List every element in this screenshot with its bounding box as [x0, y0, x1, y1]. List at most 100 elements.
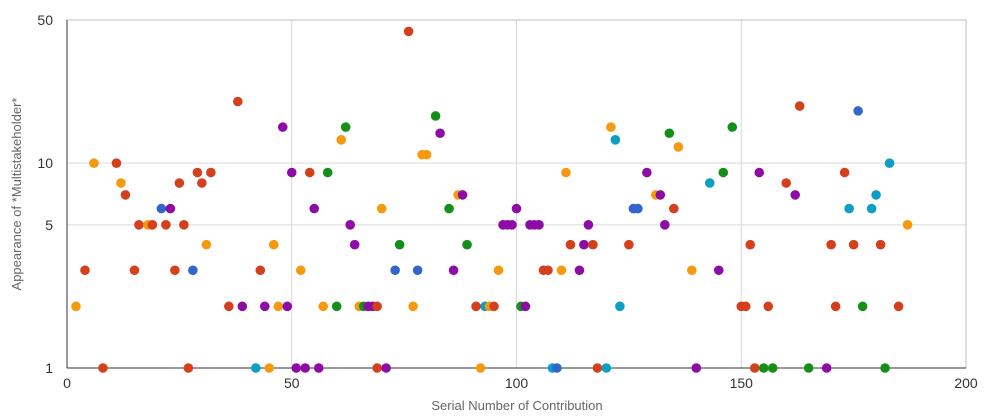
data-point — [718, 167, 729, 178]
data-point — [857, 301, 868, 312]
x-tick-label: 150 — [730, 375, 754, 391]
data-point — [412, 265, 423, 276]
data-point — [844, 203, 854, 214]
data-point — [331, 301, 342, 312]
data-point — [372, 301, 382, 312]
data-point — [147, 220, 158, 230]
data-point — [206, 167, 216, 178]
data-point — [615, 301, 625, 312]
data-point — [610, 135, 621, 145]
x-axis-ticks: 0 50 100 150 200 — [63, 375, 978, 391]
y-tick-label: 1 — [45, 360, 53, 376]
data-point — [390, 265, 400, 276]
data-point — [111, 158, 122, 168]
data-point — [511, 203, 522, 214]
data-point — [624, 239, 634, 250]
data-point — [340, 122, 351, 132]
data-point — [588, 239, 598, 250]
data-points — [71, 26, 913, 373]
data-point — [633, 203, 643, 214]
data-point — [826, 239, 836, 250]
data-point — [120, 190, 131, 200]
data-point — [552, 363, 562, 373]
data-point — [430, 111, 441, 121]
data-point — [129, 265, 140, 276]
data-point — [300, 363, 311, 373]
data-point — [224, 301, 234, 312]
data-point — [183, 363, 194, 373]
data-point — [134, 220, 144, 230]
data-point — [601, 363, 612, 373]
y-axis-ticks: 1 5 10 50 — [37, 12, 53, 376]
data-point — [201, 239, 212, 250]
data-point — [471, 301, 481, 312]
data-point — [534, 220, 544, 230]
data-point — [336, 135, 346, 145]
data-point — [71, 301, 81, 312]
data-point — [475, 363, 486, 373]
data-point — [794, 101, 805, 111]
data-point — [318, 301, 329, 312]
data-point — [853, 106, 863, 116]
data-point — [444, 203, 454, 214]
data-point — [89, 158, 99, 168]
data-point — [556, 265, 567, 276]
data-point — [448, 265, 459, 276]
data-point — [489, 301, 499, 312]
y-axis-title: Appearance of *Multistakeholder* — [9, 98, 24, 291]
data-point — [421, 149, 432, 160]
y-tick-label: 10 — [37, 155, 53, 171]
data-point — [875, 239, 886, 250]
data-point — [322, 167, 333, 178]
data-point — [749, 363, 760, 373]
data-point — [520, 301, 531, 312]
data-point — [345, 220, 355, 230]
y-tick-label: 50 — [37, 12, 53, 28]
data-point — [188, 265, 198, 276]
data-point — [309, 203, 320, 214]
data-point — [304, 167, 315, 178]
y-tick-label: 5 — [45, 217, 53, 233]
data-point — [893, 301, 904, 312]
data-point — [174, 178, 185, 188]
data-point — [192, 167, 203, 178]
data-point — [264, 363, 275, 373]
data-point — [592, 363, 603, 373]
data-point — [740, 301, 751, 312]
data-point — [673, 142, 684, 152]
x-tick-label: 0 — [63, 375, 71, 391]
data-point — [80, 265, 90, 276]
data-point — [821, 363, 832, 373]
data-point — [902, 220, 913, 230]
data-point — [830, 301, 841, 312]
data-point — [884, 158, 895, 168]
data-point — [165, 203, 176, 214]
x-axis-title: Serial Number of Contribution — [431, 398, 602, 413]
grid-lines — [67, 20, 966, 368]
data-point — [763, 301, 774, 312]
data-point — [660, 220, 670, 230]
data-point — [250, 363, 261, 373]
data-point — [268, 239, 279, 250]
data-point — [291, 363, 302, 373]
data-point — [727, 122, 738, 132]
data-point — [754, 167, 765, 178]
data-point — [574, 265, 585, 276]
data-point — [376, 203, 387, 214]
data-point — [237, 301, 248, 312]
x-tick-label: 200 — [954, 375, 978, 391]
data-point — [408, 301, 418, 312]
data-point — [543, 265, 553, 276]
x-tick-label: 100 — [505, 375, 529, 391]
data-point — [179, 220, 189, 230]
data-point — [758, 363, 769, 373]
data-point — [713, 265, 724, 276]
data-point — [704, 178, 715, 188]
data-point — [282, 301, 293, 312]
data-point — [880, 363, 890, 373]
data-point — [669, 203, 679, 214]
data-point — [866, 203, 877, 214]
data-point — [839, 167, 850, 178]
data-point — [803, 363, 814, 373]
data-point — [507, 220, 517, 230]
